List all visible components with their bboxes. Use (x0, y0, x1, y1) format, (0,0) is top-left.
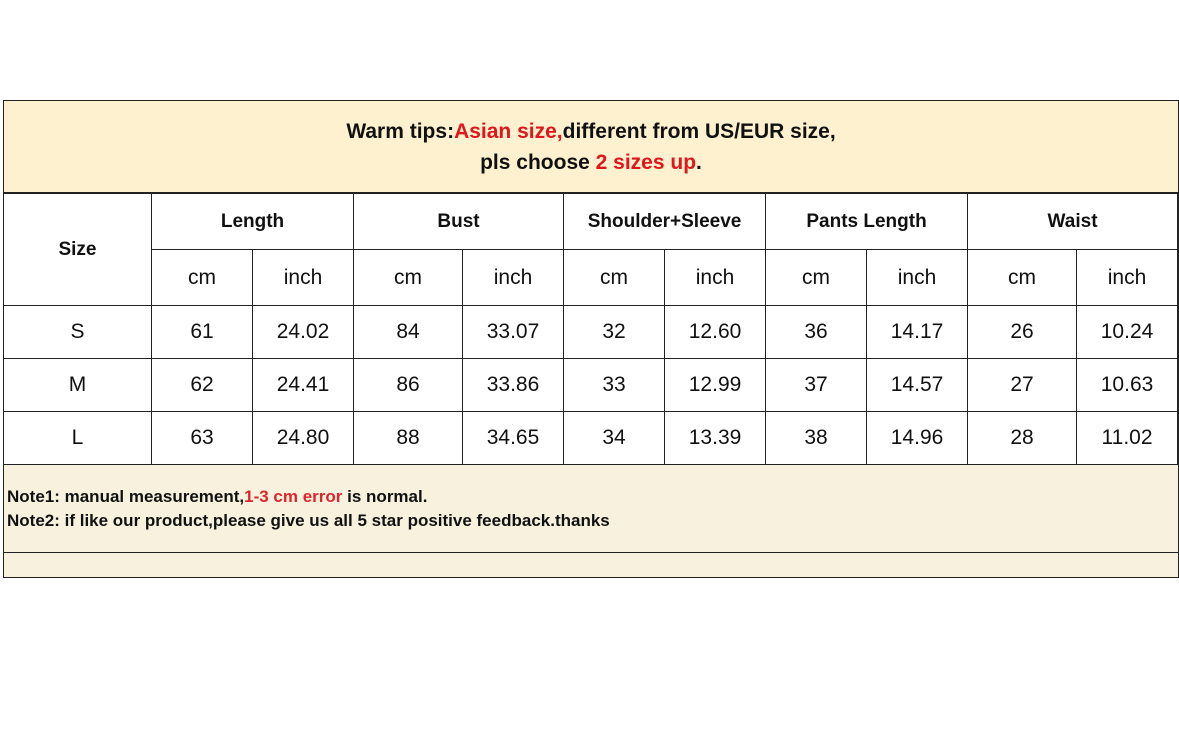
tips-asian-size: Asian size, (454, 119, 563, 143)
size-cell: L (3, 411, 152, 465)
value-cell: 14.96 (866, 411, 969, 465)
value-cell: 37 (765, 358, 868, 412)
value-cell: 14.57 (866, 358, 969, 412)
value-cell: 24.41 (251, 358, 355, 412)
unit-header: inch (866, 249, 969, 306)
table-row: M 62 24.41 86 33.86 33 12.99 37 14.57 27 10.63 (3, 358, 1179, 412)
tips-suffix: different from US/EUR size, (562, 119, 836, 143)
unit-header: inch (1076, 249, 1179, 306)
unit-header: cm (353, 249, 464, 306)
notes: Note1: manual measurement,1-3 cm error i… (4, 465, 1178, 553)
table-row: S 61 24.02 84 33.07 32 12.60 36 14.17 26 10.24 (3, 305, 1179, 359)
tips-line-2: pls choose 2 sizes up. (480, 147, 702, 178)
size-cell: M (3, 358, 152, 412)
unit-header-row: cm inch cm inch cm inch cm inch cm inch (4, 249, 1179, 306)
unit-header: cm (967, 249, 1078, 306)
value-cell: 14.17 (866, 305, 969, 359)
value-cell: 88 (353, 411, 464, 465)
unit-header: cm (765, 249, 868, 306)
warm-tips-banner: Warm tips:Asian size,different from US/E… (4, 101, 1178, 193)
note1-suffix: is normal. (342, 487, 428, 506)
value-cell: 10.24 (1076, 305, 1179, 359)
value-cell: 86 (353, 358, 464, 412)
size-header: Size (3, 193, 152, 306)
unit-header: cm (563, 249, 666, 306)
unit-header: inch (251, 249, 355, 306)
value-cell: 34.65 (462, 411, 565, 465)
value-cell: 61 (151, 305, 253, 359)
tips-line-1: Warm tips:Asian size,different from US/E… (346, 116, 835, 147)
note-2: Note2: if like our product,please give u… (7, 511, 610, 530)
value-cell: 38 (765, 411, 868, 465)
value-cell: 24.02 (251, 305, 355, 359)
tips-line2-prefix: pls choose (480, 150, 596, 174)
size-table: Size Length Bust Shoulder+Sleeve Pants Lengt… (3, 193, 1179, 465)
value-cell: 84 (353, 305, 464, 359)
value-cell: 32 (563, 305, 666, 359)
value-cell: 12.60 (664, 305, 767, 359)
note-1: Note1: manual measurement,1-3 cm error i… (7, 485, 1178, 509)
value-cell: 13.39 (664, 411, 767, 465)
group-header: Bust (353, 193, 565, 250)
unit-header: cm (151, 249, 253, 306)
table-row: L 63 24.80 88 34.65 34 13.39 38 14.96 28 11.02 (3, 411, 1179, 465)
tips-prefix: Warm tips: (346, 119, 455, 143)
group-header: Pants Length (765, 193, 969, 250)
note1-prefix: Note1: manual measurement, (7, 487, 245, 506)
note1-error: 1-3 cm error (244, 487, 343, 506)
value-cell: 63 (151, 411, 253, 465)
unit-header: inch (664, 249, 767, 306)
size-chart: Warm tips:Asian size,different from US/E… (3, 100, 1179, 578)
empty-footer-row (4, 553, 1178, 578)
size-cell: S (3, 305, 152, 359)
unit-header: inch (462, 249, 565, 306)
value-cell: 34 (563, 411, 666, 465)
value-cell: 33.86 (462, 358, 565, 412)
group-header: Length (150, 193, 355, 250)
value-cell: 33.07 (462, 305, 565, 359)
value-cell: 24.80 (251, 411, 355, 465)
tips-sizes-up: 2 sizes up (595, 150, 697, 174)
tips-line2-suffix: . (696, 150, 702, 174)
group-header-row: Size Length Bust Shoulder+Sleeve Pants Lengt… (3, 193, 1179, 306)
value-cell: 62 (151, 358, 253, 412)
group-header: Shoulder+Sleeve (563, 193, 767, 250)
value-cell: 27 (967, 358, 1078, 412)
value-cell: 33 (563, 358, 666, 412)
group-header: Waist (967, 193, 1179, 250)
value-cell: 10.63 (1076, 358, 1179, 412)
value-cell: 36 (765, 305, 868, 359)
value-cell: 28 (967, 411, 1078, 465)
value-cell: 26 (967, 305, 1078, 359)
value-cell: 12.99 (664, 358, 767, 412)
value-cell: 11.02 (1076, 411, 1179, 465)
